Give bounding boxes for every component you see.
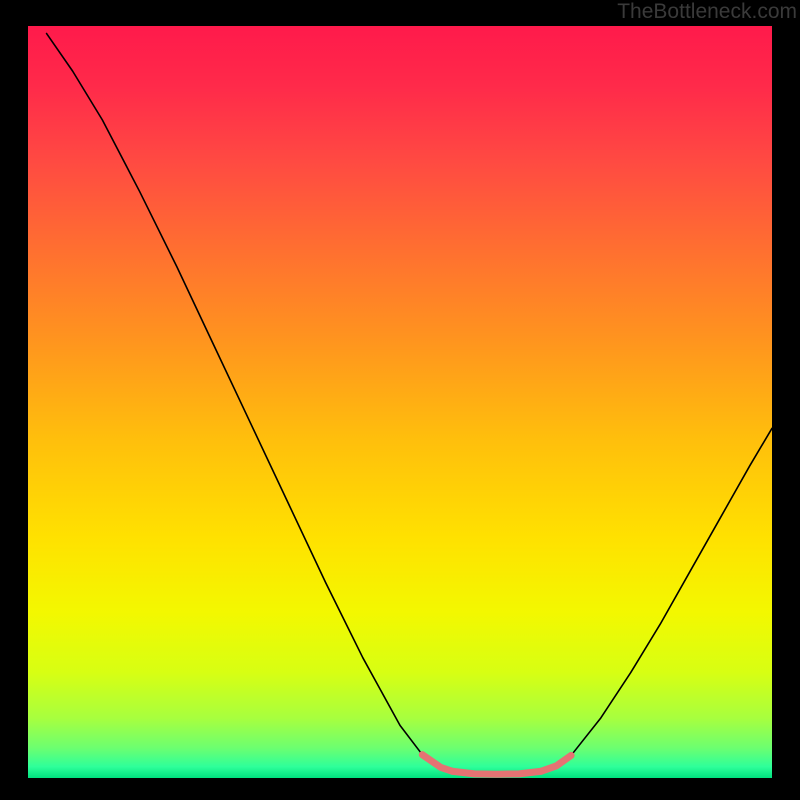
watermark-text: TheBottleneck.com <box>617 0 797 24</box>
chart-svg <box>0 0 800 800</box>
highlight-segment-flat <box>452 771 541 774</box>
plot-gradient <box>28 26 772 778</box>
bottleneck-chart: TheBottleneck.com <box>0 0 800 800</box>
